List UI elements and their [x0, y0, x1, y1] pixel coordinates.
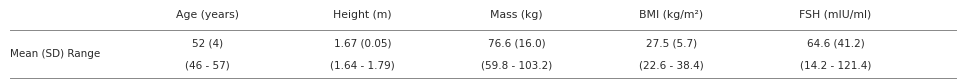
Text: 52 (4): 52 (4)	[192, 38, 223, 48]
Text: (46 - 57): (46 - 57)	[185, 61, 230, 71]
Text: 27.5 (5.7): 27.5 (5.7)	[646, 38, 696, 48]
Text: FSH (mIU/ml): FSH (mIU/ml)	[800, 10, 871, 20]
Text: (1.64 - 1.79): (1.64 - 1.79)	[329, 61, 395, 71]
Text: 1.67 (0.05): 1.67 (0.05)	[333, 38, 391, 48]
Text: Mass (kg): Mass (kg)	[491, 10, 543, 20]
Text: 64.6 (41.2): 64.6 (41.2)	[807, 38, 865, 48]
Text: BMI (kg/m²): BMI (kg/m²)	[639, 10, 703, 20]
Text: Mean (SD) Range: Mean (SD) Range	[10, 49, 99, 59]
Text: (14.2 - 121.4): (14.2 - 121.4)	[800, 61, 871, 71]
Text: Age (years): Age (years)	[176, 10, 240, 20]
Text: 76.6 (16.0): 76.6 (16.0)	[488, 38, 546, 48]
Text: (59.8 - 103.2): (59.8 - 103.2)	[481, 61, 553, 71]
Text: Height (m): Height (m)	[333, 10, 391, 20]
Text: (22.6 - 38.4): (22.6 - 38.4)	[639, 61, 704, 71]
